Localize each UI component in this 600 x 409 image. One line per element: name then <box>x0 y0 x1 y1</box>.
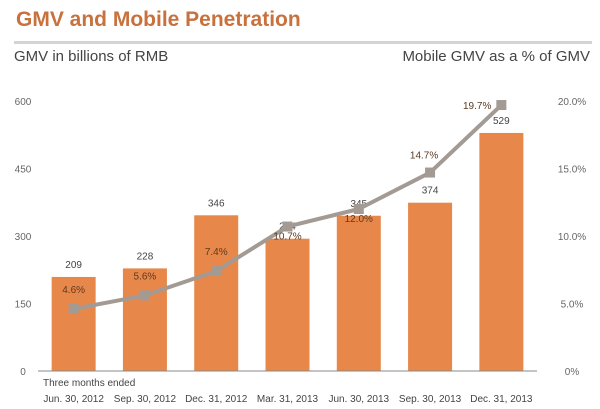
left-axis-tick-label: 150 <box>15 300 32 311</box>
mobile-share-label: 7.4% <box>205 247 228 258</box>
mobile-share-label: 10.7% <box>273 232 301 243</box>
gmv-bar-label: 228 <box>137 251 154 262</box>
x-axis-category-label: Dec. 31, 2013 <box>470 394 533 405</box>
title-divider <box>14 41 592 44</box>
gmv-bar-label: 346 <box>208 198 225 209</box>
x-axis-category-label: Dec. 31, 2012 <box>185 394 248 405</box>
mobile-share-label: 12.0% <box>345 214 373 225</box>
x-axis-category-label: Jun. 30, 2013 <box>328 394 389 405</box>
mobile-share-label: 5.6% <box>134 271 157 282</box>
gmv-bar-label: 209 <box>65 260 82 271</box>
mobile-share-marker <box>282 221 293 232</box>
x-axis-category-label: Sep. 30, 2012 <box>114 394 177 405</box>
gmv-bar <box>194 215 239 371</box>
left-axis-tick-label: 0 <box>20 367 26 378</box>
gmv-bar <box>51 276 96 371</box>
mobile-share-marker <box>425 167 436 178</box>
x-axis-category-label: Mar. 31, 2013 <box>257 394 319 405</box>
right-axis-tick-label: 20.0% <box>558 97 586 108</box>
right-axis-tick-label: 10.0% <box>558 232 586 243</box>
gmv-bar-label: 374 <box>422 186 439 197</box>
right-axis-tick-label: 15.0% <box>558 165 586 176</box>
mobile-share-marker <box>211 266 222 277</box>
mobile-share-marker <box>353 204 364 214</box>
x-axis-category-label: Jun. 30, 2012 <box>43 394 104 405</box>
gmv-bar <box>122 268 167 371</box>
left-axis-tick-label: 450 <box>15 165 32 176</box>
left-axis-tick-label: 300 <box>15 232 32 243</box>
x-axis-title: Three months ended <box>43 378 135 389</box>
gmv-bar <box>336 215 381 371</box>
gmv-bar <box>265 238 310 371</box>
left-axis-title: GMV in billions of RMB <box>14 48 169 65</box>
chart-title: GMV and Mobile Penetration <box>16 8 301 31</box>
x-axis-category-label: Sep. 30, 2013 <box>399 394 462 405</box>
mobile-share-label: 19.7% <box>463 101 491 112</box>
right-axis-tick-label: 5.0% <box>561 300 584 311</box>
mobile-share-label: 4.6% <box>62 285 85 296</box>
left-axis-tick-label: 600 <box>15 97 32 108</box>
mobile-share-marker <box>68 303 79 314</box>
gmv-bar <box>408 202 453 371</box>
gmv-bar-label: 529 <box>493 116 510 127</box>
gmv-bar <box>479 132 524 371</box>
right-axis-title: Mobile GMV as a % of GMV <box>402 48 590 65</box>
mobile-share-marker <box>139 290 150 301</box>
mobile-share-label: 14.7% <box>410 151 438 162</box>
right-axis-tick-label: 0% <box>565 367 580 378</box>
mobile-share-marker <box>496 100 507 111</box>
